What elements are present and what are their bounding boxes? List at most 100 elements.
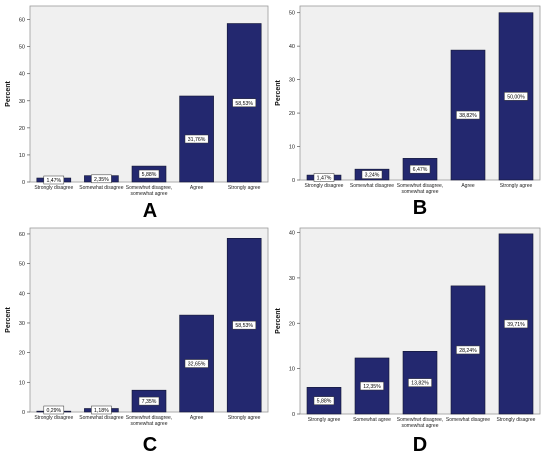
panel-a-data-label: 2,35%	[94, 177, 109, 183]
panel-b-y-tick-label: 30	[289, 78, 295, 84]
panel-c-y-tick-label: 20	[19, 351, 25, 357]
panel-a-data-label-box	[138, 169, 160, 179]
panel-a-y-tick-label: 0	[22, 180, 25, 186]
panel-d-y-tick-label: 10	[289, 367, 295, 373]
panel-d-data-label-box	[360, 381, 384, 391]
panel-d-y-tick-label: 20	[289, 321, 295, 327]
panel-d-category-label: Strongly agree	[308, 417, 341, 423]
panel-a-y-tick-label: 10	[19, 153, 25, 159]
panel-c-title: C	[143, 434, 157, 456]
panel-b-category-label: somewhat agree	[402, 189, 439, 195]
panel-c-data-label: 58,53%	[235, 323, 253, 329]
panel-c-y-tick-label: 40	[19, 291, 25, 297]
panel-a-category-label: Strongly agree	[228, 185, 261, 191]
panel-c-y-tick-label: 30	[19, 321, 25, 327]
panel-b-category-label: Strongly disagree	[305, 183, 344, 189]
panel-c-data-label-box	[184, 359, 209, 368]
panel-b-data-label-box	[313, 173, 335, 182]
panel-a-data-label-box	[184, 134, 209, 144]
panel-b-y-tick-label: 50	[289, 11, 295, 17]
panel-a-title: A	[143, 200, 157, 222]
panel-b-category-label: Somewhat disagree	[350, 183, 394, 189]
panel-c-data-label-box	[232, 320, 257, 330]
panel-c-category-label: Somewhat disagree	[79, 415, 123, 421]
panel-a-data-label-box	[232, 98, 257, 108]
panel-c-category-label: Strongly disagree	[34, 415, 73, 421]
panel-c-data-label-box	[43, 405, 65, 415]
panel-d-category-label: somewhat agree	[402, 423, 439, 429]
panel-d-data-label-box	[408, 378, 432, 387]
panel-a: A 0 10 20 30 40 50 60 Percent 1,47%Strongly disa…	[5, 5, 269, 222]
panel-d-title: D	[413, 434, 427, 456]
panel-b-data-label: 50,00%	[507, 94, 525, 100]
panel-d: D 0 10 20 30 40 Percent 5,88% Strongly agree 12,…	[275, 227, 541, 456]
panel-b-data-label: 3,24%	[365, 173, 380, 179]
panel-d-y-axis-label: Percent	[275, 307, 282, 333]
panel-d-y-tick-label: 0	[292, 412, 295, 418]
panel-b-data-label: 38,82%	[459, 113, 477, 119]
panel-a-category-label: somewhat agree	[131, 191, 168, 197]
panel-b-category-label: Somewhwt disagree,	[397, 183, 443, 189]
panel-c-y-tick-label: 10	[19, 380, 25, 386]
panel-c-category-label: somewhat agree	[131, 421, 168, 427]
panel-c-y-tick-label: 0	[22, 410, 25, 416]
panel-c-category-label: Agree	[190, 415, 204, 421]
panel-a-y-tick-label: 30	[19, 99, 25, 105]
panel-b-y-axis-label: Percent	[275, 79, 282, 105]
panel-b-y-tick-label: 10	[289, 145, 295, 151]
panel-b-data-label: 1,47%	[317, 176, 332, 182]
panel-c-data-label: 7,35%	[142, 399, 157, 405]
panel-d-category-label: Strongly disagree	[497, 417, 536, 423]
panel-b-data-label-box	[361, 170, 383, 179]
panel-b-data-label-box	[409, 164, 431, 174]
panel-b-title: B	[413, 197, 427, 219]
panel-c-data-label: 1,18%	[94, 408, 109, 414]
panel-d-data-label-box	[504, 319, 528, 329]
panel-b-y-tick-label: 20	[289, 111, 295, 117]
panel-b-category-label: Agree	[461, 183, 475, 189]
panel-c-category-label: Strongly agree	[228, 415, 261, 421]
panel-b-data-label-box	[456, 110, 480, 120]
panel-d-data-label-box	[456, 345, 480, 355]
panel-c-data-label-box	[91, 405, 112, 415]
panel-b-category-label: Strongly agree	[500, 183, 533, 189]
panel-b: B 0 10 20 30 40 50 Percent 1,47%Strongly disagr…	[275, 5, 541, 219]
panel-b-y-tick-label: 40	[289, 44, 295, 50]
panel-a-data-label: 1,47%	[46, 178, 61, 184]
panel-b-data-label: 6,47%	[413, 167, 428, 173]
panel-a-y-tick-label: 60	[19, 18, 25, 24]
panel-d-data-label: 39,71%	[507, 322, 525, 328]
panel-c-data-label: 32,65%	[188, 362, 206, 368]
panel-a-y-tick-label: 50	[19, 45, 25, 51]
panel-a-data-label-box	[91, 174, 112, 184]
panel-a-data-label-box	[43, 175, 65, 185]
panel-a-category-label: Strongly disagree	[34, 185, 73, 191]
panel-d-category-label: Somewhwt disagree,	[397, 417, 443, 423]
panel-a-y-tick-label: 20	[19, 126, 25, 132]
panel-a-category-label: Somewhwt disagree,	[126, 185, 172, 191]
panel-b-data-label-box	[504, 92, 528, 101]
panel-c-category-label: Somewhwt disagree,	[126, 415, 172, 421]
panel-d-data-label: 5,88%	[317, 399, 332, 405]
panel-c-y-tick-label: 50	[19, 262, 25, 268]
panel-c: C 0 10 20 30 40 50 60 Percent 0,29%Strongly disa…	[5, 227, 269, 456]
panel-d-data-label-box	[313, 396, 335, 405]
panel-a-data-label: 5,88%	[142, 172, 157, 178]
panel-a-data-label: 31,76%	[188, 137, 206, 143]
panel-d-data-label: 12,35%	[363, 384, 381, 390]
panel-a-y-tick-label: 40	[19, 72, 25, 78]
panel-d-y-tick-label: 30	[289, 276, 295, 282]
panel-b-y-tick-label: 0	[292, 178, 295, 184]
panel-a-category-label: Somewhat disagree	[79, 185, 123, 191]
panel-d-data-label: 28,24%	[459, 348, 477, 354]
panel-d-category-label: Somewhat disagree	[446, 417, 490, 423]
panel-a-y-axis-label: Percent	[5, 80, 12, 106]
panel-d-data-label: 13,82%	[411, 381, 429, 387]
panel-c-y-tick-label: 60	[19, 232, 25, 238]
panel-a-category-label: Agree	[190, 185, 204, 191]
panel-c-data-label-box	[138, 396, 160, 406]
panel-a-data-label: 58,53%	[235, 101, 253, 107]
panel-d-category-label: Somewhat agree	[353, 417, 391, 423]
panel-c-y-axis-label: Percent	[5, 306, 12, 332]
